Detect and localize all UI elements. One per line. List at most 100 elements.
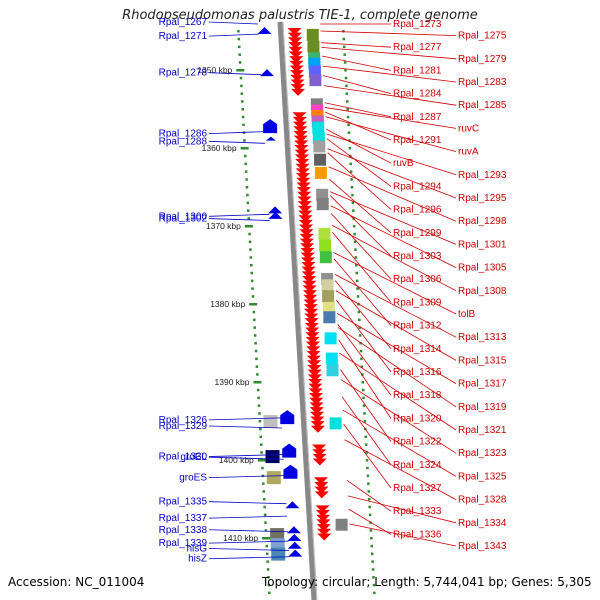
scale-tick-dot xyxy=(354,248,357,251)
genome-title: Rhodopseudomonas palustris TIE-1, comple… xyxy=(122,8,478,23)
gene-label-right: Rpal_1285 xyxy=(458,100,507,111)
gene-arrow-right xyxy=(296,187,311,195)
scale-tick-dot xyxy=(345,92,349,95)
leader-line-left xyxy=(208,131,265,135)
gene-arrow-right xyxy=(290,84,305,92)
gene-arrow-right xyxy=(307,364,322,372)
leader-line-right xyxy=(326,133,457,176)
gene-arrow-right xyxy=(317,533,332,541)
gene-arrow-right xyxy=(297,196,312,204)
gene-arrow-right xyxy=(305,336,320,344)
scale-label: 1350 kbp xyxy=(197,65,232,75)
leader-line-right xyxy=(331,224,457,292)
orthology-box xyxy=(316,198,329,211)
orthology-box xyxy=(308,57,321,70)
scale-tick-dot xyxy=(263,513,267,517)
orthology-box xyxy=(314,153,327,166)
gene-arrow-right xyxy=(294,145,309,152)
gene-block-left xyxy=(283,464,298,479)
scale-tick-dot xyxy=(342,30,345,33)
orthology-box xyxy=(265,450,280,464)
scale-tick-dot xyxy=(355,279,359,283)
gene-arrow-right xyxy=(298,210,313,218)
gene-label-right: Rpal_1320 xyxy=(393,413,442,424)
scale-tick-dot xyxy=(237,37,241,41)
scale-tick-dot xyxy=(247,217,250,220)
scale-tick-dot xyxy=(364,443,368,446)
scale-tick-dot xyxy=(351,201,355,205)
leader-line-left xyxy=(208,501,287,505)
scale-tick-dot xyxy=(255,357,258,361)
orthology-box xyxy=(316,188,329,201)
scale-tick-dot xyxy=(366,474,370,478)
gene-label-left: Rpal_1288 xyxy=(159,136,208,147)
gene-label-right: Rpal_1301 xyxy=(458,239,507,250)
scale-tick-dot xyxy=(264,529,268,532)
scale-tick-dot xyxy=(363,412,366,415)
scale-tick-dot xyxy=(267,576,270,579)
scale-tick-dot xyxy=(343,61,347,64)
orthology-box xyxy=(313,140,326,153)
gene-arrow-right xyxy=(305,327,320,335)
gene-arrow-right xyxy=(315,505,330,513)
scale-tick-dot xyxy=(366,466,369,470)
leader-line-right xyxy=(327,152,392,210)
scale-tick-dot xyxy=(263,505,266,509)
gene-arrow-right xyxy=(315,510,330,518)
gene-arrow-right xyxy=(287,28,302,35)
leader-line-left xyxy=(208,425,282,429)
scale-tick-dot xyxy=(356,295,360,298)
scale-tick-dot xyxy=(241,108,244,111)
gene-arrow-left xyxy=(287,541,302,549)
gene-arrow-right xyxy=(299,238,314,246)
scale-tick-dot xyxy=(350,178,353,181)
scale-tick-dot xyxy=(356,287,359,290)
orthology-box xyxy=(321,279,334,292)
gene-arrow-right xyxy=(304,322,319,330)
gene-label-right: Rpal_1284 xyxy=(393,89,442,100)
leader-line-right xyxy=(344,439,457,500)
orthology-box xyxy=(326,364,339,377)
gene-arrow-right xyxy=(293,126,308,134)
gene-arrow-right xyxy=(291,88,306,96)
leader-line-right xyxy=(320,30,457,36)
gene-arrow-right xyxy=(290,70,305,78)
gene-label-right: Rpal_1283 xyxy=(458,77,507,88)
leader-line-right xyxy=(321,55,392,71)
gene-label-right: Rpal_1291 xyxy=(393,135,442,146)
orthology-box xyxy=(263,415,278,428)
scale-tick-dot xyxy=(253,318,256,322)
gene-label-right: Rpal_1334 xyxy=(458,518,507,529)
scale-tick-dot xyxy=(360,357,363,361)
orthology-box xyxy=(266,471,281,485)
gene-arrow-right xyxy=(312,458,327,466)
scale-tick-dot xyxy=(353,240,357,244)
scale-tick-dot xyxy=(367,482,370,485)
gene-label-right: ruvB xyxy=(393,158,414,169)
scale-tick-dot xyxy=(253,334,257,337)
gene-label-right: Rpal_1277 xyxy=(393,42,442,53)
gene-label-right: Rpal_1299 xyxy=(393,228,442,239)
label-leader-lines xyxy=(208,21,457,560)
gene-arrow-right xyxy=(306,346,321,354)
leader-line-left xyxy=(208,417,282,421)
gene-arrow-right xyxy=(306,355,321,363)
topology-label: Topology: circular; Length: 5,744,041 bp… xyxy=(262,575,592,589)
scale-tick-dot xyxy=(261,466,264,470)
leader-line-left xyxy=(208,515,288,519)
gene-arrow-right xyxy=(306,350,321,358)
gene-arrow-right xyxy=(314,481,329,489)
scale-tick-dot xyxy=(370,544,374,548)
scale-tick-dot xyxy=(256,388,260,392)
leader-line-right xyxy=(337,324,392,396)
gene-arrow-right xyxy=(294,149,309,157)
leader-line-right xyxy=(337,327,457,408)
leader-line-right xyxy=(332,231,392,303)
scale-tick-dot xyxy=(362,396,365,400)
leader-line-left xyxy=(208,454,284,457)
scale-tick-dot xyxy=(241,115,245,119)
scale-label: 1410 kbp xyxy=(223,533,258,543)
gene-arrow-right xyxy=(312,444,327,452)
scale-tick-dot xyxy=(343,45,346,49)
